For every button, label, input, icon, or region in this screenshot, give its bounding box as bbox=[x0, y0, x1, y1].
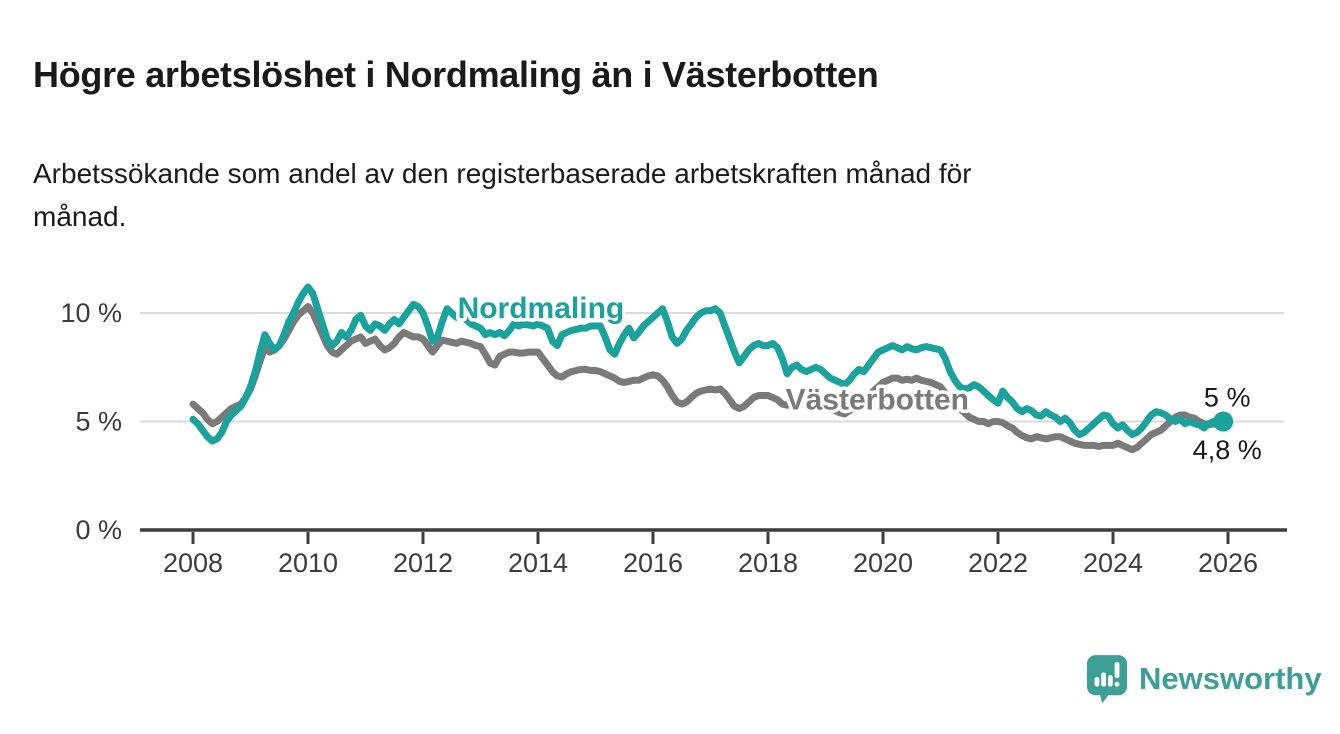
x-tick-label-2012: 2012 bbox=[393, 548, 453, 578]
series-line-nordmaling bbox=[189, 283, 1227, 445]
newsworthy-logo: Newsworthy bbox=[1086, 654, 1322, 704]
series-label-vasterbotten: Västerbotten bbox=[786, 383, 969, 416]
x-tick-label-2020: 2020 bbox=[853, 548, 913, 578]
x-tick-label-2016: 2016 bbox=[623, 548, 683, 578]
y-tick-label-0-percent: 0 % bbox=[75, 515, 122, 545]
chart-subtitle: Arbetssökande som andel av den registerb… bbox=[33, 158, 972, 233]
end-value-label-vasterbotten: 4,8 % bbox=[1193, 435, 1262, 465]
series-label-nordmaling: Nordmaling bbox=[458, 292, 625, 325]
series-line-vasterbotten bbox=[189, 303, 1227, 454]
x-tick-label-2018: 2018 bbox=[738, 548, 798, 578]
x-tick-label-2022: 2022 bbox=[968, 548, 1028, 578]
newsworthy-logo-text: Newsworthy bbox=[1139, 661, 1322, 696]
y-tick-label-10-percent: 10 % bbox=[60, 298, 122, 328]
end-value-label-nordmaling: 5 % bbox=[1204, 383, 1251, 413]
page-title: Högre arbetslöshet i Nordmaling än i Väs… bbox=[33, 54, 879, 96]
newsworthy-speech-bubble-bar-chart-icon bbox=[1086, 654, 1128, 704]
series-end-dot-nordmaling bbox=[1213, 411, 1234, 432]
x-tick-label-2024: 2024 bbox=[1083, 548, 1143, 578]
y-tick-label-5-percent: 5 % bbox=[75, 407, 122, 437]
x-tick-label-2008: 2008 bbox=[163, 548, 223, 578]
x-tick-label-2014: 2014 bbox=[508, 548, 568, 578]
x-tick-label-2026: 2026 bbox=[1198, 548, 1258, 578]
x-tick-label-2010: 2010 bbox=[278, 548, 338, 578]
